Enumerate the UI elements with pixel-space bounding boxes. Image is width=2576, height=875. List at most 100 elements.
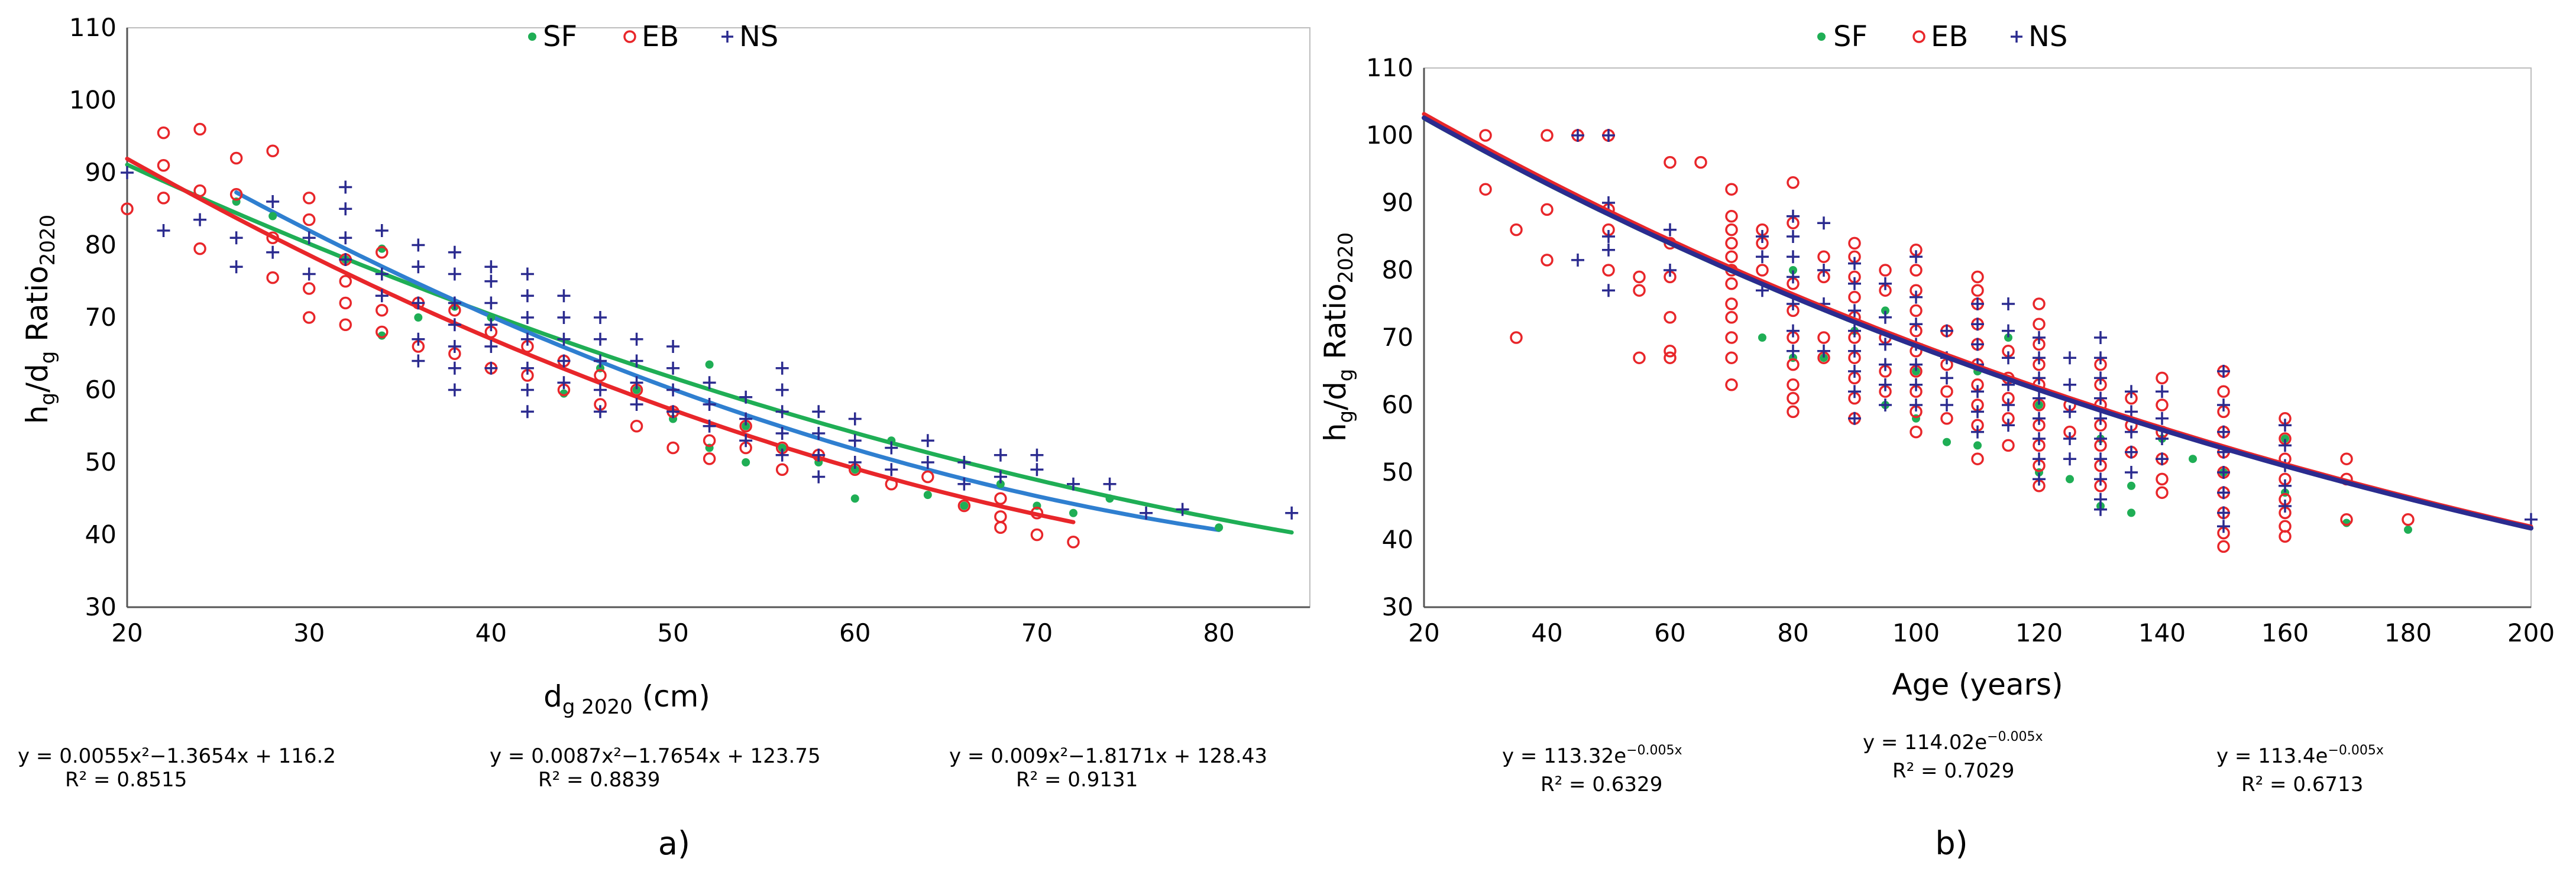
chart-b-point-ns-60 [2002,419,2015,432]
chart-a-point-ns-14 [375,267,389,281]
chart-a-point-sf-12 [850,494,859,503]
chart-b-point-ns-42 [1910,378,1923,391]
chart-b-point-ns-31 [1879,277,1892,290]
chart-b-point-ns-61 [2033,331,2046,344]
chart-b-point-ns-95 [2217,425,2230,439]
chart-a-point-ns-36 [520,311,534,324]
chart-b-ytick-label-80: 80 [1382,255,1413,284]
chart-b-point-eb-20 [1664,351,1677,364]
chart-b-point-ns-25 [1848,304,1861,317]
chart-b-point-eb-36 [1756,264,1769,277]
chart-b-point-ns-72 [2063,432,2076,445]
chart-b-point-ns-102 [2279,439,2292,452]
chart-b-point-eb-79 [1971,270,1984,284]
chart-b-point-ns-71 [2063,405,2076,419]
chart-b-point-eb-43 [1787,378,1800,391]
chart-a-point-ns-9 [339,180,352,194]
chart-a-point-ns-70 [812,405,826,419]
chart-b-point-ns-101 [2279,419,2292,432]
legend-a-sf-label: SF [543,20,577,53]
chart-a-point-ns-81 [957,456,971,469]
chart-b-point-eb-11 [1602,264,1615,277]
chart-a-point-eb-49 [957,499,971,513]
chart-b-point-ns-59 [2002,398,2015,411]
chart-b-r2-sf: R² = 0.6329 [1541,773,1662,796]
chart-b-point-ns-43 [1910,398,1923,411]
chart-a-point-sf-26 [1105,494,1114,503]
chart-b-point-ns-104 [2279,479,2292,492]
chart-a-point-ns-52 [630,354,643,368]
chart-a-r2-sf: R² = 0.8515 [65,768,187,792]
chart-b-point-ns-34 [1879,358,1892,371]
chart-a-point-sf-23 [742,422,750,430]
chart-b-eq-ns: y = 113.4e−0.005x [2216,743,2384,768]
chart-b-point-ns-78 [2094,411,2107,425]
chart-b-point-eb-6 [1541,254,1554,267]
chart-b-xtick-label-60: 60 [1654,618,1685,647]
chart-b-ytick-label-60: 60 [1382,390,1413,419]
chart-b-point-ns-79 [2094,432,2107,445]
chart-a-ytick-label-40: 40 [85,520,116,549]
chart-b-point-ns-35 [1879,378,1892,391]
chart-a-point-ns-91 [1285,506,1299,520]
chart-b-point-ns-65 [2033,411,2046,425]
chart-a-trendlines [125,157,1294,535]
chart-a-point-ns-39 [520,383,534,397]
chart-a-point-ns-57 [666,383,680,397]
chart-a-point-ns-85 [1030,448,1044,462]
chart-a-point-ns-6 [266,195,280,208]
chart-a-ytick-label-100: 100 [69,86,116,115]
chart-b-point-eb-123 [2217,385,2230,398]
chart-b-point-ns-9 [1756,230,1769,243]
chart-b-point-ns-19 [1817,216,1830,230]
chart-a-point-ns-78 [885,463,898,477]
chart-a-point-ns-33 [484,361,498,375]
chart-b-point-ns-52 [1971,385,1984,398]
chart-b-point-ns-1 [1571,253,1584,267]
chart-b-point-sf-19 [2127,481,2135,490]
chart-b-point-ns-28 [1848,365,1861,378]
chart-a-point-eb-9 [266,144,279,157]
chart-b-point-ns-75 [2094,351,2107,365]
chart-a-eq-sf: y = 0.0055x²−1.3654x + 116.2 [18,744,336,768]
chart-a-point-ns-22 [448,267,461,281]
chart-b-point-ns-64 [2033,391,2046,405]
chart-b-point-ns-53 [1971,405,1984,419]
chart-b-point-eb-19 [1664,345,1677,358]
chart-b-trendline-ns [1422,115,2533,531]
chart-a-point-ns-13 [375,224,389,237]
chart-b-r2-ns: R² = 0.6713 [2241,773,2363,796]
chart-a-point-ns-35 [520,289,534,303]
legend-b-sf-label: SF [1833,20,1868,53]
chart-b-point-ns-41 [1910,358,1923,371]
chart-a-point-ns-65 [775,361,789,375]
chart-b-point-eb-142 [2340,513,2353,526]
chart-b-point-sf-23 [2281,435,2289,443]
legend-a-eb-marker [623,30,636,43]
legend-b-ns-label: NS [2028,20,2067,53]
chart-a-point-ns-50 [594,405,607,419]
chart-a-point-ns-1 [157,224,170,237]
chart-b-point-ns-22 [1817,344,1830,358]
chart-a-points [121,122,1299,549]
chart-b-point-ns-69 [2063,351,2076,365]
chart-a-point-eb-7 [229,151,243,165]
chart-b-xtick-label-100: 100 [1892,618,1940,647]
chart-a-point-ns-18 [412,296,425,310]
chart-a-point-ns-25 [448,340,461,353]
chart-a-point-eb-19 [339,318,352,331]
chart-b-point-eb-139 [2279,530,2292,543]
chart-b-point-ns-0 [1571,129,1584,142]
chart-b-ylabel: hg/dg Ratio2020 [1318,232,1358,442]
chart-a-point-ns-53 [630,376,643,390]
chart-b-point-eb-12 [1633,270,1646,284]
chart-b-xtick-label-200: 200 [2507,618,2555,647]
chart-b-plot-border [1423,67,2532,608]
chart-a-trendline-eb [125,157,1076,524]
chart-b-trendlines [1422,112,2533,531]
chart-b-point-eb-13 [1633,284,1646,297]
chart-b-point-ns-4 [1602,230,1615,243]
chart-a-point-ns-73 [812,470,826,484]
chart-a-point-ns-43 [557,332,571,346]
chart-a-point-eb-22 [376,325,389,339]
